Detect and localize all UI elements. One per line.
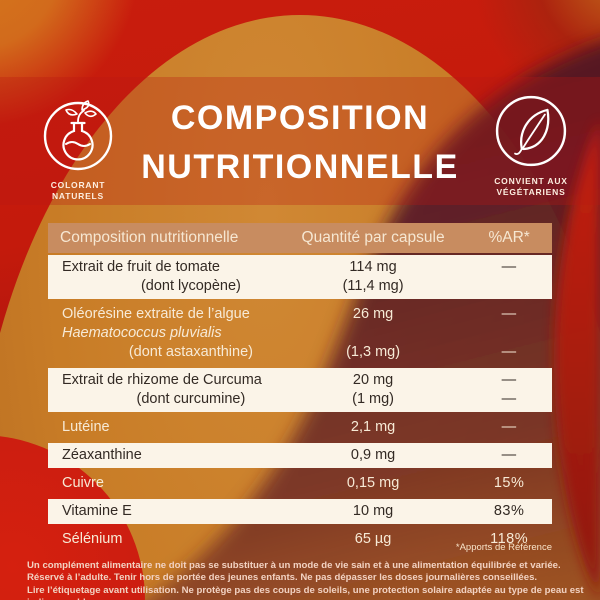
badge-label: CONVIENT AUX VÉGÉTARIENS <box>471 176 591 198</box>
table-row-line: Extrait de fruit de tomate 114 mg — <box>48 258 552 277</box>
quantity-value: 10 mg <box>352 503 394 519</box>
ar-value: 15% <box>493 475 525 491</box>
ingredient-name: Extrait de fruit de tomate <box>62 259 220 275</box>
ingredient-name: Zéaxanthine <box>62 447 142 463</box>
quantity-value: 20 mg <box>352 372 394 388</box>
quantity-value: (1 mg) <box>352 391 395 407</box>
ingredient-name: Haematococcus pluvialis <box>62 325 222 341</box>
table-row-line: (dont astaxanthine) (1,3 mg) — <box>48 343 552 362</box>
table-row: Zéaxanthine 0,9 mg — <box>48 443 552 468</box>
ar-value: — <box>501 419 517 435</box>
table-row: Sélénium 65 µg 118% <box>48 525 552 554</box>
quantity-value <box>280 324 466 343</box>
quantity-value: (11,4 mg) <box>342 278 404 294</box>
table-row: Oléorésine extraite de l’algue 26 mg — Haem… <box>48 300 552 367</box>
ingredient-name: (dont lycopène) <box>140 278 241 294</box>
disclaimer-line2: Réservé à l’adulte. Tenir hors de portée… <box>27 572 538 584</box>
reference-footnote: *Apports de Référence <box>455 542 552 553</box>
badge-label-line2: NATURELS <box>51 191 105 201</box>
ar-value: — <box>501 372 517 388</box>
ingredient-name: Oléorésine extraite de l’algue <box>62 306 250 322</box>
ingredient-name: Sélénium <box>62 531 123 547</box>
badge-label-line1: COLORANT <box>50 180 106 190</box>
header-composition: Composition nutritionnelle <box>60 229 239 246</box>
ar-value: 118% <box>490 531 529 547</box>
table-row: Extrait de fruit de tomate 114 mg — (dont l… <box>48 255 552 299</box>
ar-value <box>466 324 552 343</box>
table-body: Extrait de fruit de tomate 114 mg — (dont l… <box>48 255 552 554</box>
ingredient-name: Extrait de rhizome de Curcuma <box>62 372 262 388</box>
quantity-value: 114 mg <box>349 259 397 275</box>
disclaimer: Un complément alimentaire ne doit pas se… <box>27 560 587 600</box>
ingredient-name: (dont astaxanthine) <box>128 344 253 360</box>
table-row-line: Vitamine E 10 mg 83% <box>48 502 552 521</box>
table-row-line: Lutéine 2,1 mg — <box>48 418 552 437</box>
table-row-line: (dont curcumine) (1 mg) — <box>48 390 552 409</box>
table-header: Composition nutritionnelle Quantité par … <box>48 223 552 253</box>
title-line2: NUTRITIONNELLE <box>141 148 459 186</box>
badge-label: COLORANT NATURELS <box>18 180 138 202</box>
disclaimer-line3: Lire l’étiquetage avant utilisation. Ne … <box>27 584 584 600</box>
ar-value: — <box>501 447 517 463</box>
table-row-line: Oléorésine extraite de l’algue 26 mg — <box>48 305 552 324</box>
table-row: Cuivre 0,15 mg 15% <box>48 469 552 498</box>
ar-value <box>466 277 552 296</box>
ingredient-name: Vitamine E <box>62 503 132 519</box>
title-band <box>0 77 600 205</box>
quantity-value: 26 mg <box>352 306 394 322</box>
ar-value: — <box>501 259 517 275</box>
ar-value: — <box>501 306 517 322</box>
quantity-value: 0,15 mg <box>346 475 400 491</box>
quantity-value: (1,3 mg) <box>346 344 401 360</box>
table-row-line: Sélénium 65 µg 118% <box>48 530 552 549</box>
ar-value: — <box>501 344 517 360</box>
ar-value: — <box>501 391 517 407</box>
ar-value: 83% <box>493 503 525 519</box>
nutrition-table: Composition nutritionnelle Quantité par … <box>48 223 552 554</box>
table-row-line: (dont lycopène) (11,4 mg) <box>48 277 552 296</box>
table-row: Vitamine E 10 mg 83% <box>48 499 552 524</box>
table-row-line: Extrait de rhizome de Curcuma 20 mg — <box>48 371 552 390</box>
ingredient-name: (dont curcumine) <box>136 391 246 407</box>
ingredient-name: Cuivre <box>62 475 104 491</box>
title-line1: COMPOSITION <box>170 99 430 137</box>
table-row-line: Zéaxanthine 0,9 mg — <box>48 446 552 465</box>
badge-label-line1: CONVIENT AUX <box>494 176 568 186</box>
table-row: Lutéine 2,1 mg — <box>48 413 552 442</box>
header-quantity: Quantité par capsule <box>301 229 445 246</box>
leaf-icon <box>495 95 567 167</box>
quantity-value: 0,9 mg <box>350 447 396 463</box>
quantity-value: 65 µg <box>354 531 392 547</box>
badge-label-line2: VÉGÉTARIENS <box>496 187 566 197</box>
disclaimer-line1: Un complément alimentaire ne doit pas se… <box>27 560 561 571</box>
table-row: Extrait de rhizome de Curcuma 20 mg — (dont… <box>48 368 552 412</box>
flask-plant-icon <box>43 100 113 171</box>
badge-natural-colorant: COLORANT NATURELS <box>18 100 138 202</box>
table-row-line: Haematococcus pluvialis <box>48 324 552 343</box>
badge-vegetarian: CONVIENT AUX VÉGÉTARIENS <box>471 94 591 198</box>
table-row-line: Cuivre 0,15 mg 15% <box>48 474 552 493</box>
page-title: COMPOSITION NUTRITIONNELLE <box>120 94 480 192</box>
header-ar: %AR* <box>488 229 530 246</box>
quantity-value: 2,1 mg <box>350 419 396 435</box>
ingredient-name: Lutéine <box>62 419 110 435</box>
